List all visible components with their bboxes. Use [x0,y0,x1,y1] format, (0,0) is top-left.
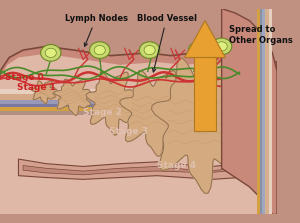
Polygon shape [0,100,222,104]
Polygon shape [257,8,260,215]
Polygon shape [0,94,222,100]
Ellipse shape [40,45,61,61]
Polygon shape [54,79,94,115]
Polygon shape [0,89,222,94]
Polygon shape [0,104,222,107]
Polygon shape [120,70,191,156]
Polygon shape [185,21,225,58]
Ellipse shape [212,38,232,55]
Polygon shape [0,46,277,215]
Polygon shape [86,72,139,135]
Text: Blood Vessel: Blood Vessel [137,14,197,72]
Polygon shape [260,8,262,215]
Ellipse shape [94,45,105,55]
Ellipse shape [193,45,204,55]
Ellipse shape [188,42,209,58]
Polygon shape [0,107,222,111]
Text: Spread to
Other Organs: Spread to Other Organs [229,25,293,45]
Text: Lymph Nodes: Lymph Nodes [64,14,128,46]
Text: Stage 2: Stage 2 [83,107,122,117]
Polygon shape [152,58,251,193]
Polygon shape [222,8,277,215]
Polygon shape [269,8,272,215]
Ellipse shape [90,42,110,58]
Ellipse shape [140,42,160,58]
Ellipse shape [144,45,155,55]
Ellipse shape [45,48,56,58]
Text: Stage 1: Stage 1 [16,83,56,92]
Polygon shape [23,165,236,175]
Polygon shape [0,54,277,215]
Polygon shape [19,159,259,179]
Polygon shape [262,8,265,215]
Polygon shape [0,111,222,115]
Polygon shape [265,8,269,215]
Polygon shape [31,81,58,103]
Polygon shape [194,58,216,131]
Text: Stage 4: Stage 4 [157,161,196,170]
Text: Stage 0: Stage 0 [4,73,44,83]
Text: Stage 3: Stage 3 [109,127,148,136]
Ellipse shape [216,42,227,51]
